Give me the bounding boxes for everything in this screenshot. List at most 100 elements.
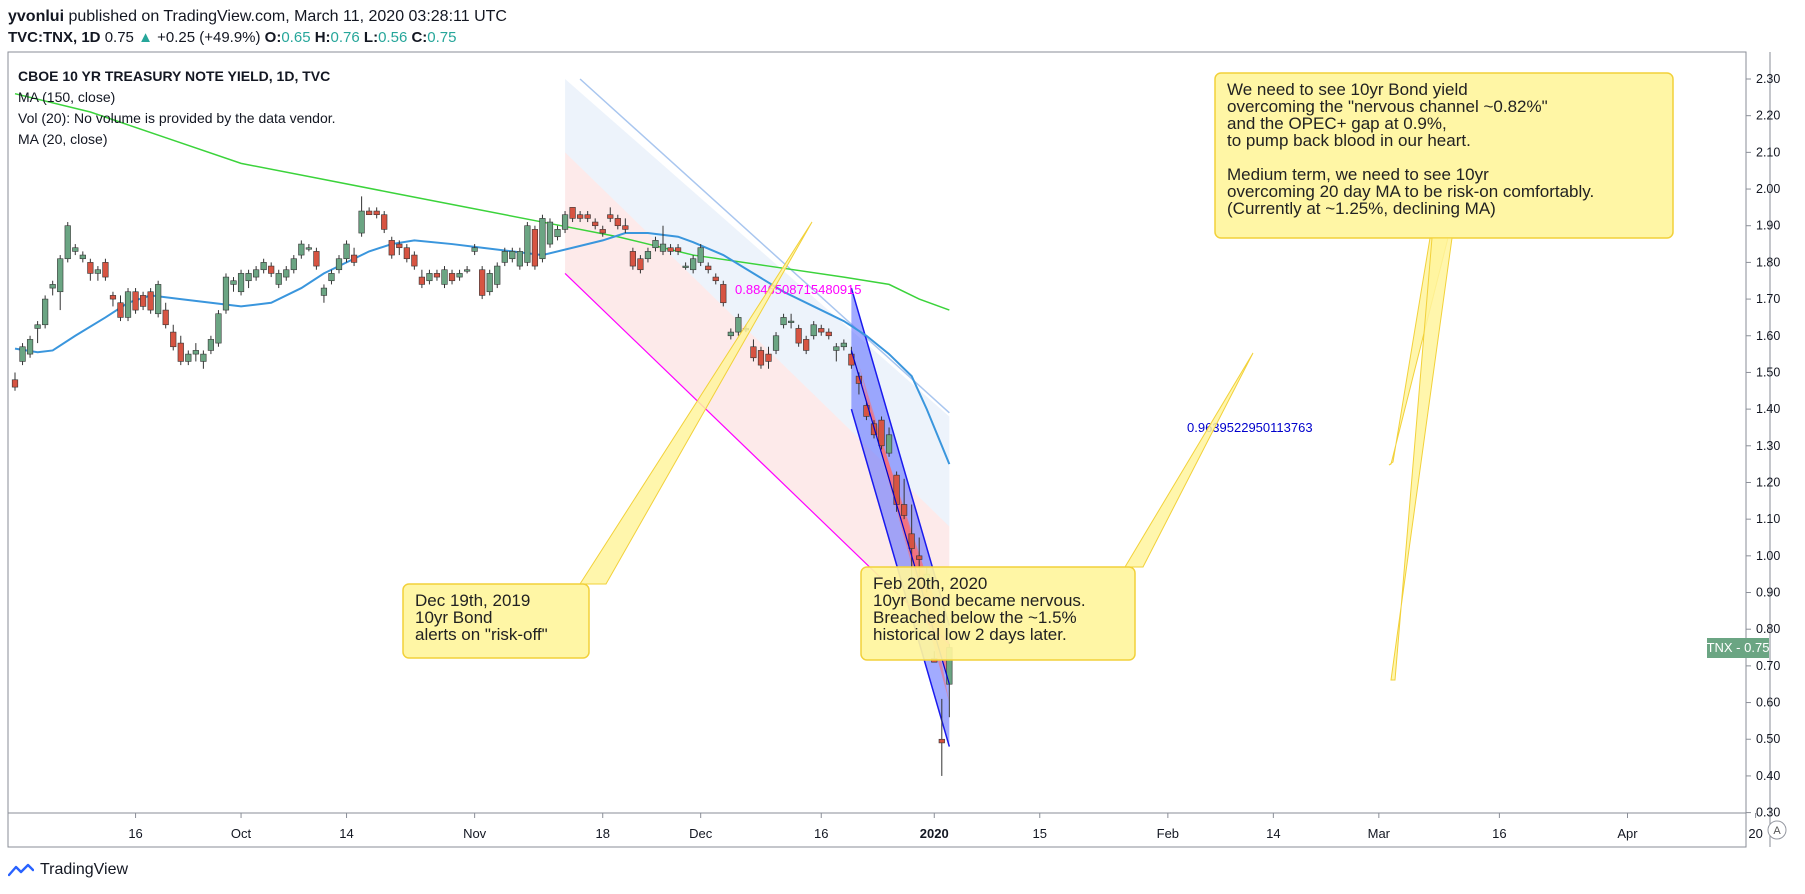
callout-outlook-line: overcoming 20 day MA to be risk-on comfo… xyxy=(1227,182,1594,201)
candle-body xyxy=(644,251,652,260)
candle xyxy=(230,277,237,292)
candle-body xyxy=(592,221,599,227)
candle xyxy=(147,288,154,314)
candle-body xyxy=(659,243,667,252)
candle-body xyxy=(554,229,561,238)
candle-body xyxy=(561,214,569,230)
candle xyxy=(335,255,343,274)
candle-body xyxy=(260,262,267,271)
candle xyxy=(569,207,576,223)
fib-label: 0.9639522950113763 xyxy=(1187,420,1313,435)
callout-outlook: We need to see 10yr Bond yieldovercoming… xyxy=(1214,72,1674,466)
candle xyxy=(79,251,86,263)
candle-body xyxy=(49,284,56,289)
candle xyxy=(411,251,418,270)
candle xyxy=(26,335,34,358)
high-value: 0.76 xyxy=(330,29,360,46)
candle xyxy=(350,247,358,267)
candle-body xyxy=(712,276,719,282)
candle-body xyxy=(19,346,26,362)
candle-body xyxy=(253,269,260,278)
candle-body xyxy=(237,273,245,293)
candle xyxy=(825,328,832,340)
candle-body xyxy=(674,247,682,252)
candle-body xyxy=(343,243,350,260)
x-tick-label: Feb xyxy=(1157,826,1179,841)
candle-body xyxy=(185,353,192,362)
candle-body xyxy=(546,221,554,245)
candle-body xyxy=(305,247,312,250)
author-name[interactable]: yvonlui xyxy=(8,8,65,25)
callout-dec19-line: alerts on "risk-off" xyxy=(415,625,548,644)
candle xyxy=(343,240,350,263)
candle-body xyxy=(637,258,644,271)
candle-body xyxy=(629,251,636,267)
x-tick-label: 20 xyxy=(1748,826,1762,841)
candle-body xyxy=(486,273,493,293)
y-tick-label: 1.80 xyxy=(1756,255,1780,269)
candle-body xyxy=(524,225,531,263)
footer-brand[interactable]: TradingView xyxy=(40,861,129,878)
candle-body xyxy=(87,262,94,274)
candle-body xyxy=(938,738,945,744)
y-tick-label: 0.70 xyxy=(1756,659,1780,673)
candle xyxy=(840,339,847,351)
candle xyxy=(170,324,177,351)
candle-body xyxy=(290,258,297,271)
y-tick-label: 1.20 xyxy=(1756,475,1780,489)
candle-body xyxy=(426,273,433,282)
candle-body xyxy=(26,339,34,355)
candle-body xyxy=(916,555,923,560)
candle-body xyxy=(42,298,49,326)
candle xyxy=(772,332,780,355)
candle-body xyxy=(878,419,885,447)
candle xyxy=(290,255,297,274)
y-tick-label: 1.60 xyxy=(1756,329,1780,343)
y-tick-label: 0.80 xyxy=(1756,622,1780,636)
candle-body xyxy=(328,273,335,282)
time-axis[interactable]: 16 Oct 14 Nov 18 Dec 16 2020 15 Feb 14 Mar 16 Apr 20 xyxy=(128,813,1763,841)
low-label: L: xyxy=(363,29,379,46)
candle xyxy=(418,269,425,289)
legend-ma150[interactable]: MA (150, close) xyxy=(18,89,115,105)
candle xyxy=(901,478,908,520)
candle xyxy=(780,313,787,329)
candle-body xyxy=(155,284,162,315)
candle xyxy=(577,211,584,223)
callout-outlook-line: (Currently at ~1.25%, declining MA) xyxy=(1227,199,1496,218)
candle xyxy=(599,225,606,237)
candle xyxy=(42,295,49,329)
candle-body xyxy=(298,243,305,256)
candle-body xyxy=(516,251,523,267)
candle-body xyxy=(833,346,840,351)
auto-scale-button[interactable] xyxy=(1767,820,1787,840)
legend-ma20[interactable]: MA (20, close) xyxy=(18,131,107,147)
candle xyxy=(162,302,169,329)
candle xyxy=(720,280,727,307)
legend-volume[interactable]: Vol (20): No volume is provided by the d… xyxy=(18,110,336,126)
candle-body xyxy=(34,324,41,329)
candle xyxy=(750,339,757,362)
candle xyxy=(607,207,614,223)
candle-body xyxy=(652,240,659,249)
candle-body xyxy=(750,346,757,359)
candle xyxy=(788,313,795,329)
candle-body xyxy=(102,262,109,278)
candle-body xyxy=(200,353,207,362)
candle xyxy=(426,269,433,285)
candle-body xyxy=(320,287,328,296)
candle-body xyxy=(757,350,765,366)
close-label: C: xyxy=(411,29,428,46)
price-axis[interactable]: 2.30 2.20 2.10 2.00 1.90 1.80 1.70 1.60 1.50 1.40… xyxy=(1746,72,1780,820)
x-tick-label: Oct xyxy=(231,826,252,841)
candle-body xyxy=(479,269,486,296)
candle xyxy=(637,255,644,274)
candle-body xyxy=(381,214,388,230)
candle xyxy=(448,269,456,285)
candle-body xyxy=(667,247,674,252)
candle-body xyxy=(471,247,478,252)
candle xyxy=(87,258,94,281)
candle-body xyxy=(79,254,86,260)
candle-body xyxy=(539,218,546,260)
